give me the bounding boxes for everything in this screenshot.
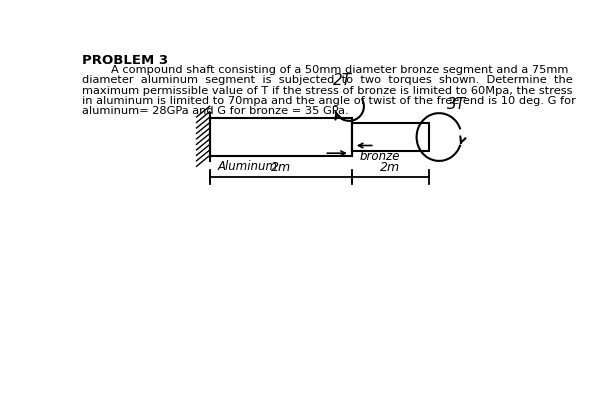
Text: aluminum= 28GPa and G for bronze = 35 GPa.: aluminum= 28GPa and G for bronze = 35 GP… bbox=[82, 106, 348, 116]
Text: 2m: 2m bbox=[380, 161, 400, 174]
Text: 2m: 2m bbox=[271, 161, 291, 174]
Text: Aluminum: Aluminum bbox=[218, 160, 277, 173]
Text: diameter  aluminum  segment  is  subjected  to  two  torques  shown.  Determine : diameter aluminum segment is subjected t… bbox=[82, 75, 573, 85]
Polygon shape bbox=[351, 124, 429, 151]
Text: maximum permissible value of T if the stress of bronze is limited to 60Mpa, the : maximum permissible value of T if the st… bbox=[82, 85, 573, 96]
Text: 3T: 3T bbox=[447, 97, 466, 112]
Text: A compound shaft consisting of a 50mm diameter bronze segment and a 75mm: A compound shaft consisting of a 50mm di… bbox=[82, 65, 568, 75]
Text: bronze: bronze bbox=[359, 150, 400, 163]
Polygon shape bbox=[210, 119, 351, 157]
Text: in aluminum is limited to 70mpa and the angle of twist of the free end is 10 deg: in aluminum is limited to 70mpa and the … bbox=[82, 96, 576, 106]
Text: PROBLEM 3: PROBLEM 3 bbox=[82, 54, 168, 67]
Text: 2T: 2T bbox=[334, 73, 353, 88]
